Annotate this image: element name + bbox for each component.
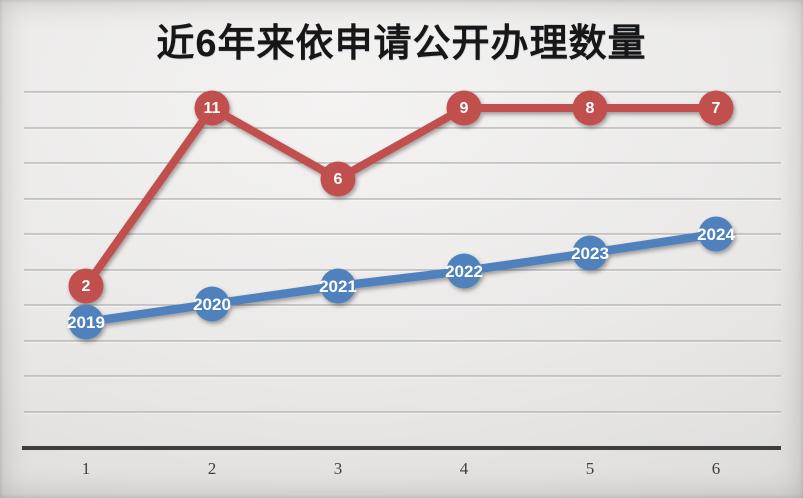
- x-tick-label: 6: [712, 459, 721, 478]
- counts-data-point-label: 6: [334, 171, 343, 188]
- years-series-line: [81, 229, 721, 327]
- years-data-point: [698, 216, 734, 252]
- years-series-group: 2019 2020 2021 2022 2023 2024: [67, 216, 735, 340]
- years-data-point: [572, 235, 608, 271]
- years-data-point-label: 2020: [193, 295, 231, 314]
- chart-title: 近6年来依申请公开办理数量: [156, 23, 647, 65]
- years-data-point-label: 2023: [571, 244, 609, 263]
- counts-data-point: [194, 90, 230, 126]
- x-tick-label: 2: [208, 459, 217, 478]
- years-data-point: [68, 304, 104, 340]
- counts-series-group: 2 11 6 9 8 7: [68, 90, 734, 304]
- x-tick-labels-group: 1 2 3 4 5 6: [82, 459, 721, 478]
- counts-series-line: [82, 104, 720, 290]
- counts-data-point: [572, 90, 608, 126]
- counts-data-point-label: 8: [586, 100, 595, 117]
- counts-data-point: [698, 90, 734, 126]
- x-tick-label: 1: [82, 459, 91, 478]
- x-tick-label: 3: [334, 459, 343, 478]
- counts-data-point-label: 7: [712, 100, 721, 117]
- x-tick-label: 4: [460, 459, 469, 478]
- years-data-point: [194, 286, 230, 322]
- counts-data-point: [446, 90, 482, 126]
- counts-data-point: [320, 161, 356, 197]
- years-data-point: [320, 268, 356, 304]
- counts-data-point-label: 2: [82, 278, 91, 295]
- years-data-point-label: 2019: [67, 313, 105, 332]
- counts-data-point: [68, 268, 104, 304]
- counts-data-point-label: 9: [460, 100, 469, 117]
- counts-data-point-label: 11: [204, 100, 221, 117]
- x-tick-label: 5: [586, 459, 595, 478]
- years-data-point-label: 2024: [697, 225, 735, 244]
- years-data-point-label: 2021: [319, 277, 357, 296]
- years-data-point-label: 2022: [445, 262, 483, 281]
- years-data-point: [446, 253, 482, 289]
